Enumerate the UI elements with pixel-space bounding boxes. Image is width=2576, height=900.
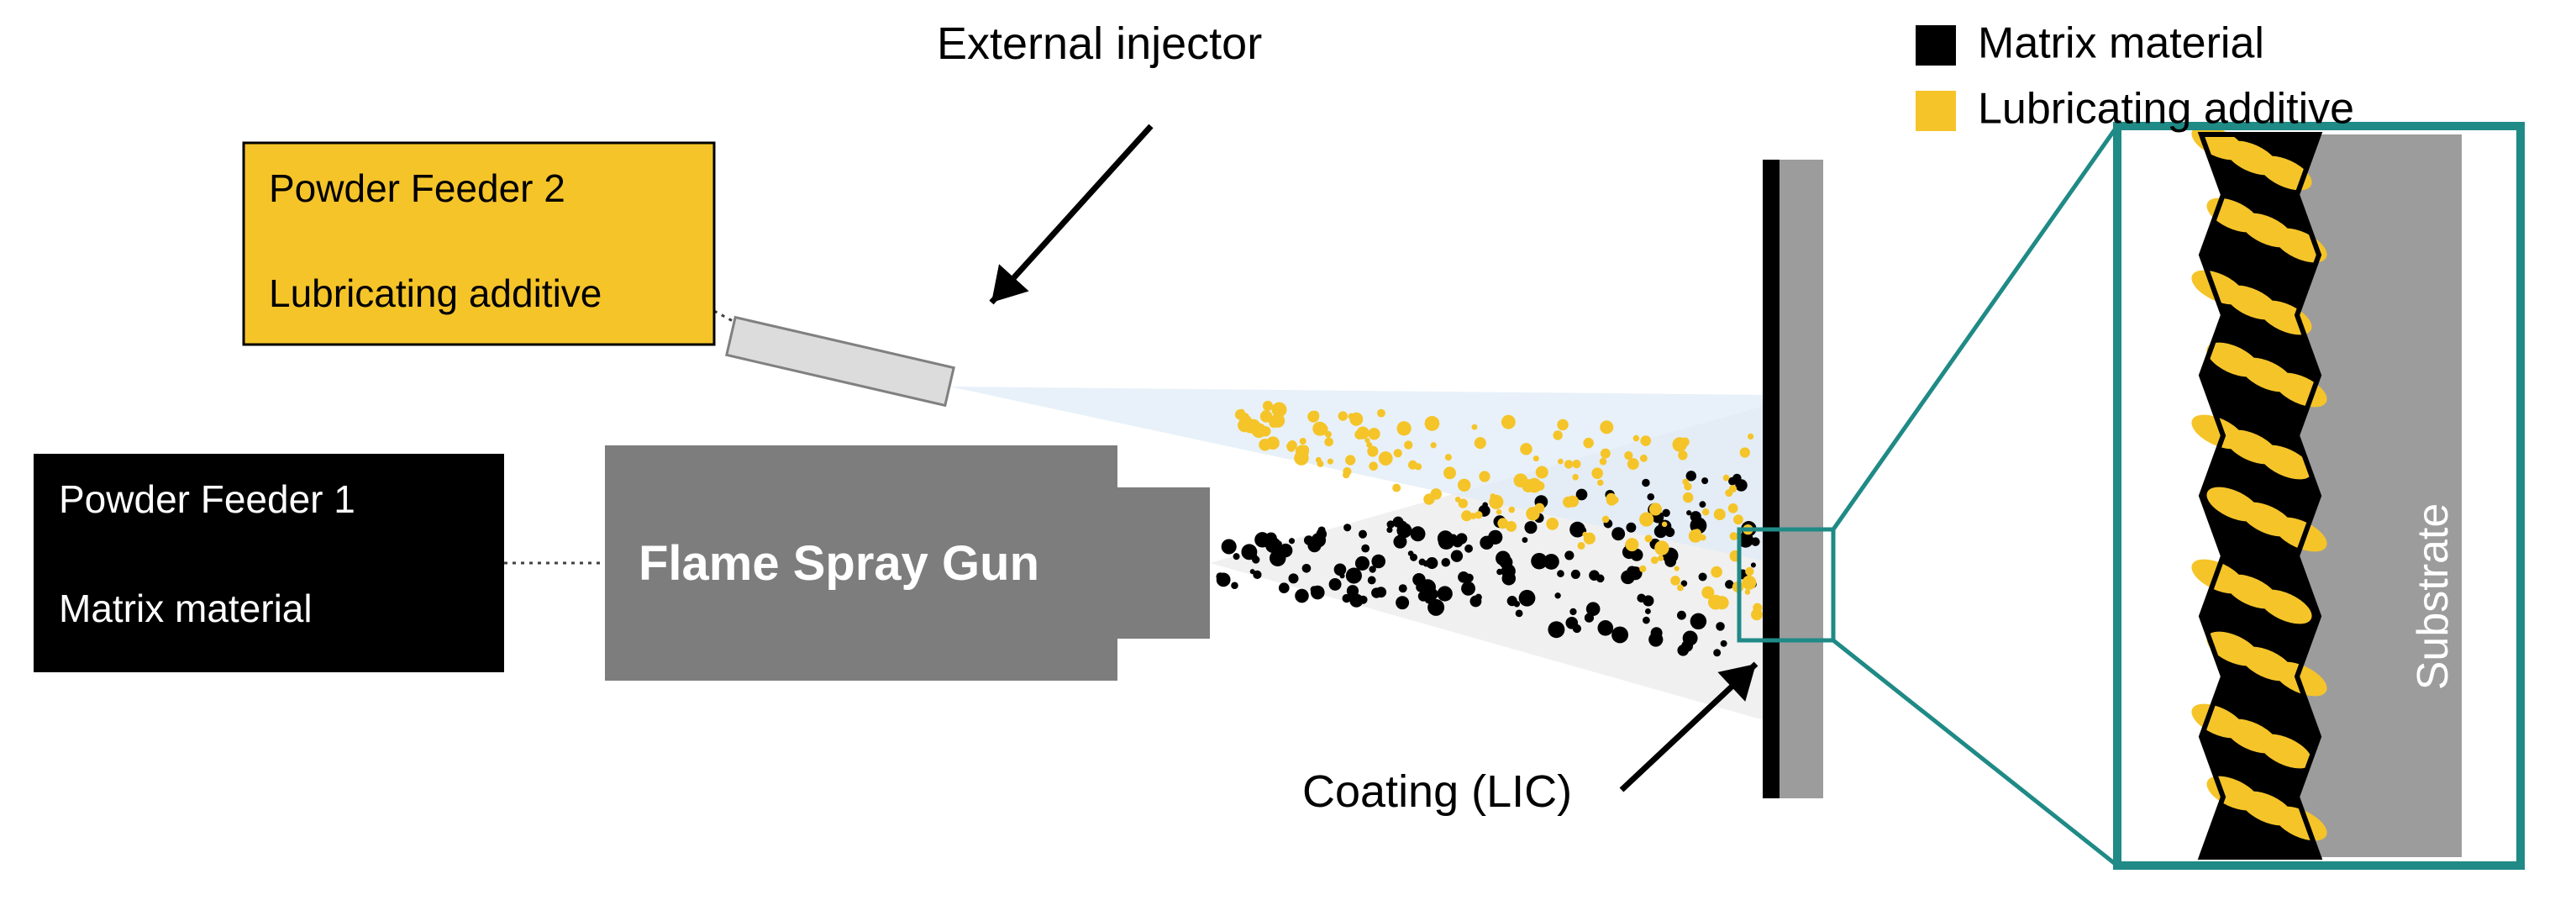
svg-text:External injector: External injector [937,18,1262,69]
svg-text:Flame Spray Gun: Flame Spray Gun [639,536,1039,591]
diagram-svg: Powder Feeder 1 Matrix material Powder Fee… [0,0,2576,896]
svg-text:Matrix material: Matrix material [59,587,313,630]
svg-text:Lubricating additive: Lubricating additive [1978,84,2354,133]
svg-text:Powder Feeder 2: Powder Feeder 2 [269,166,565,210]
svg-text:Matrix material: Matrix material [1978,18,2264,67]
svg-text:Powder Feeder 1: Powder Feeder 1 [59,477,355,521]
svg-text:Coating (LIC): Coating (LIC) [1302,766,1572,817]
svg-text:Substrate: Substrate [2409,503,2458,691]
diagram-root: Powder Feeder 1 Matrix material Powder Fee… [0,0,2576,896]
svg-text:Lubricating additive: Lubricating additive [269,271,602,315]
